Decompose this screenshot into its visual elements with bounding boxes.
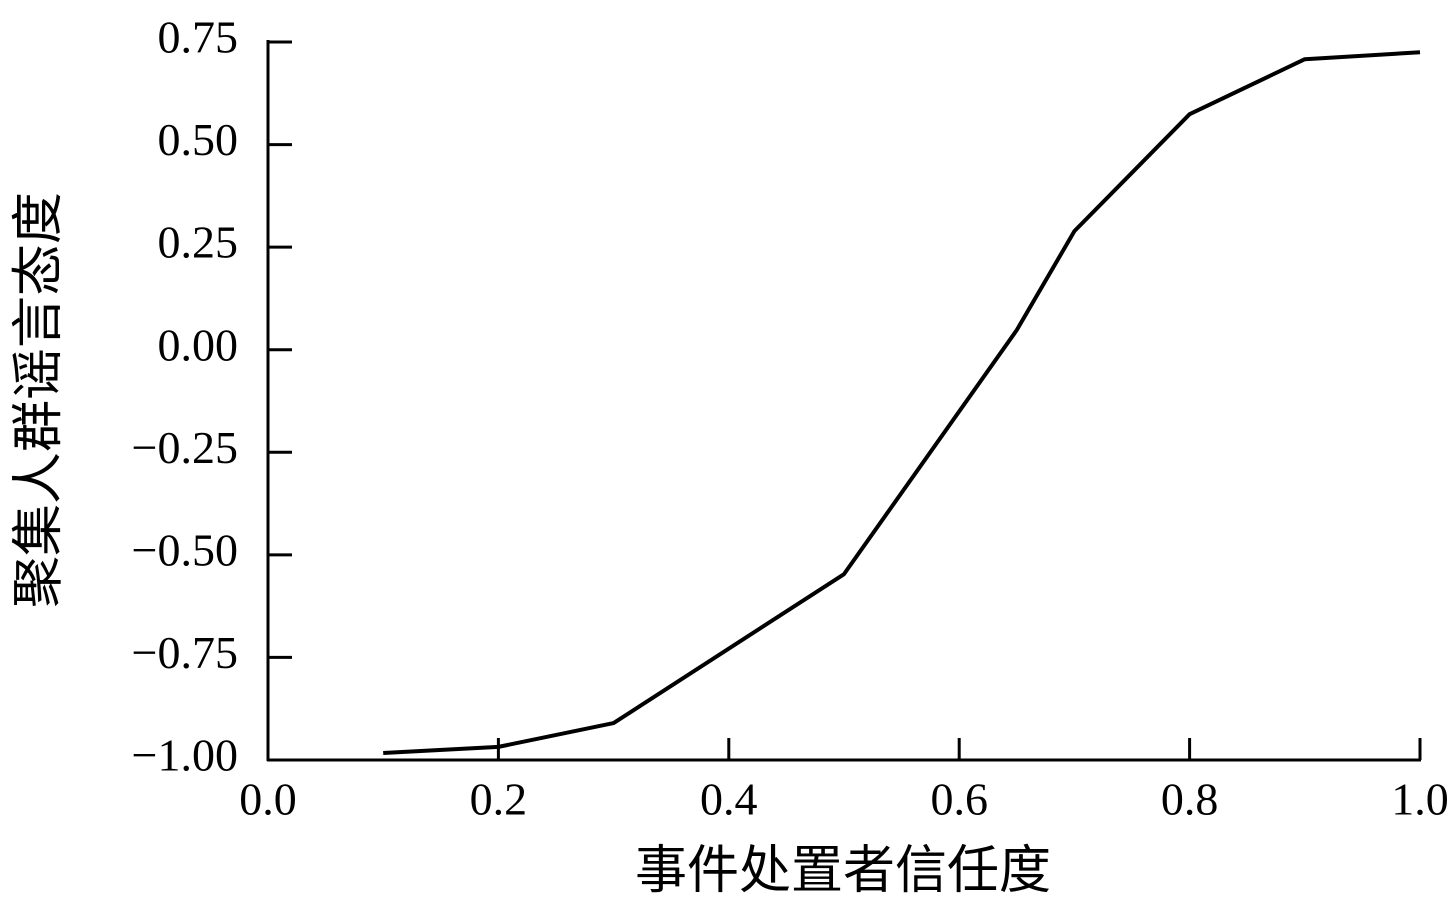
y-axis-label: 聚集人群谣言态度 [11, 192, 68, 608]
x-tick-label: 0.4 [700, 774, 758, 825]
x-tick-label: 0.6 [930, 774, 988, 825]
x-tick-label: 0.2 [470, 774, 528, 825]
y-tick-label: 0.50 [158, 114, 239, 165]
x-tick-label: 1.0 [1391, 774, 1449, 825]
y-tick-label: 0.75 [158, 12, 239, 63]
y-tick-label: −1.00 [132, 730, 238, 781]
x-axis-label: 事件处置者信任度 [635, 843, 1051, 900]
y-tick-label: 0.25 [158, 217, 239, 268]
x-tick-label: 0.0 [239, 774, 297, 825]
y-tick-label: −0.50 [132, 524, 238, 575]
y-tick-label: −0.75 [132, 627, 238, 678]
data-line [383, 50, 1421, 756]
y-tick-label: 0.00 [158, 319, 239, 370]
x-tick-label: 0.8 [1161, 774, 1219, 825]
y-tick-label: −0.25 [132, 422, 238, 473]
